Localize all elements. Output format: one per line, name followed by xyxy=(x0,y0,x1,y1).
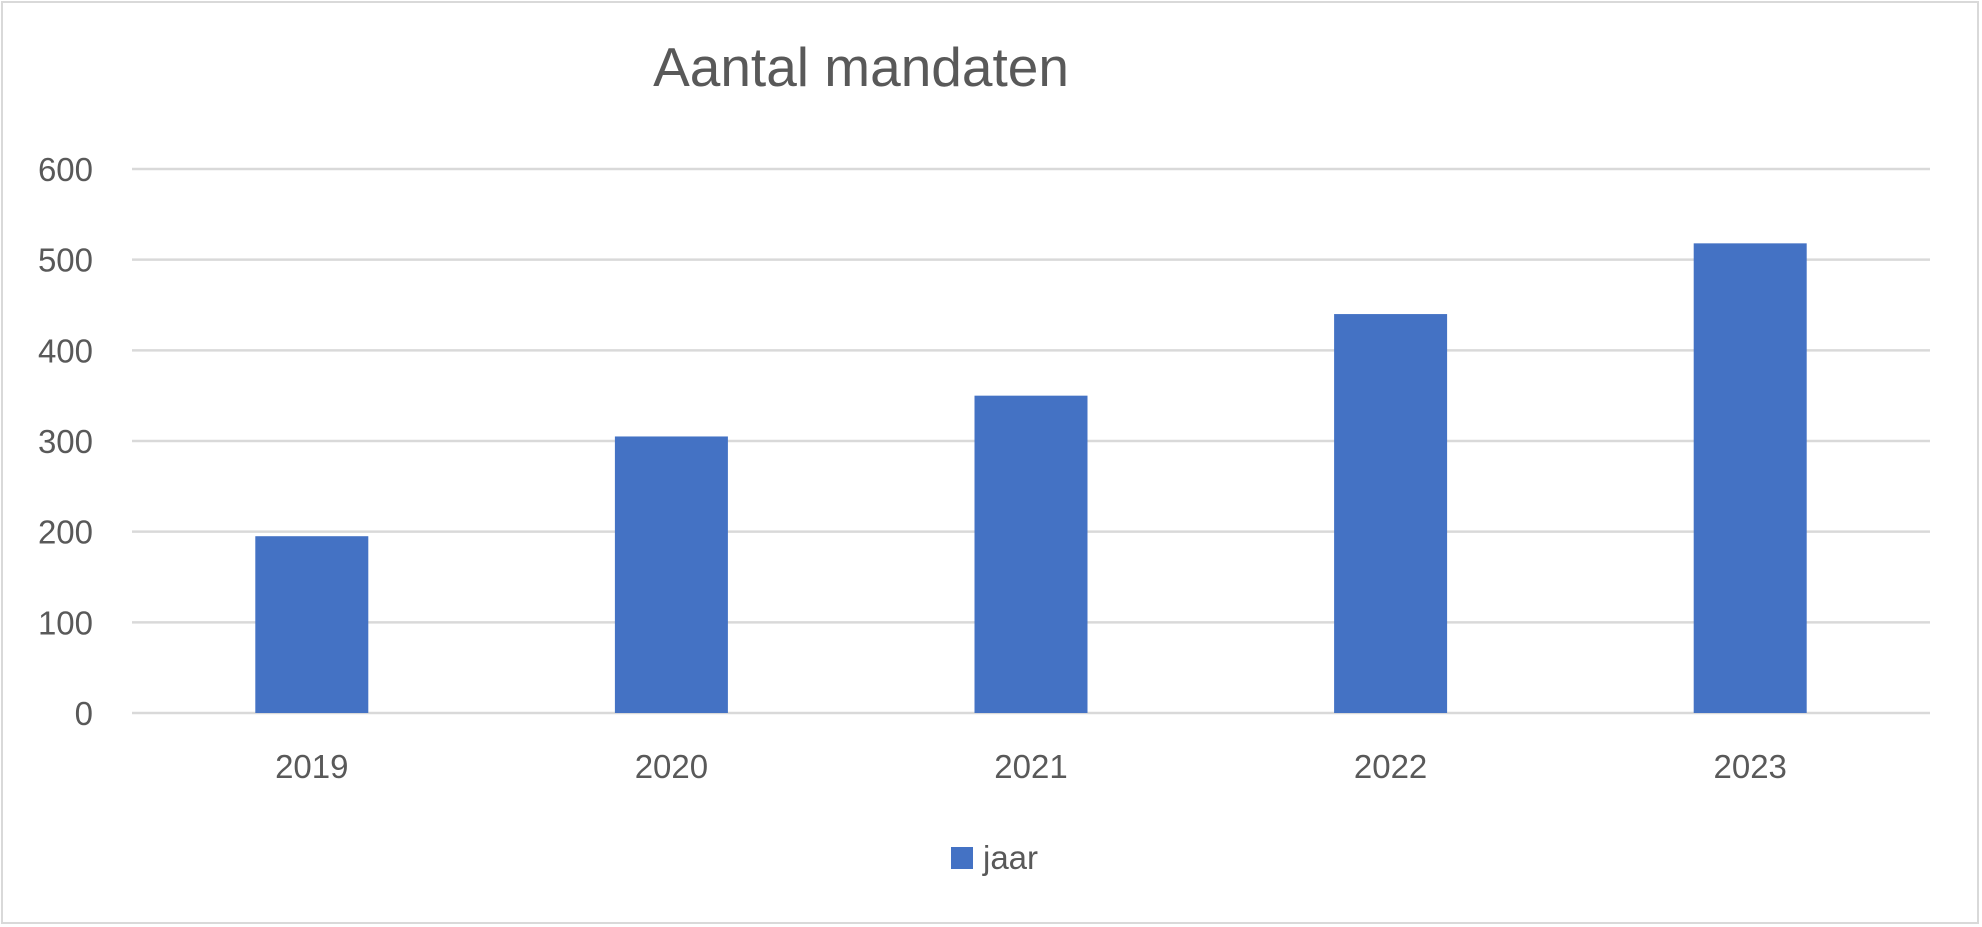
gridlines xyxy=(132,167,1930,715)
legend: jaar xyxy=(951,839,1038,876)
x-tick-label: 2019 xyxy=(275,748,348,785)
y-tick-label: 400 xyxy=(38,332,93,369)
x-tick-label: 2020 xyxy=(635,748,708,785)
y-tick-label: 300 xyxy=(38,423,93,460)
y-tick-label: 600 xyxy=(38,151,93,188)
y-tick-label: 200 xyxy=(38,514,93,551)
bar-2023 xyxy=(1693,243,1807,713)
y-axis-tick-labels: 0 100 200 300 400 500 600 xyxy=(38,151,93,732)
bar-2020 xyxy=(614,436,728,713)
y-tick-label: 0 xyxy=(75,695,93,732)
x-tick-label: 2023 xyxy=(1713,748,1786,785)
y-tick-label: 500 xyxy=(38,242,93,279)
x-tick-label: 2021 xyxy=(994,748,1067,785)
bars xyxy=(255,243,1807,713)
bar-2022 xyxy=(1334,314,1448,713)
x-tick-label: 2022 xyxy=(1354,748,1427,785)
bar-2021 xyxy=(974,395,1088,713)
legend-swatch xyxy=(951,847,973,869)
bar-2019 xyxy=(255,536,369,713)
legend-label: jaar xyxy=(982,839,1038,876)
chart-title: Aantal mandaten xyxy=(653,36,1069,98)
y-tick-label: 100 xyxy=(38,604,93,641)
x-axis-tick-labels: 2019 2020 2021 2022 2023 xyxy=(275,748,1787,785)
